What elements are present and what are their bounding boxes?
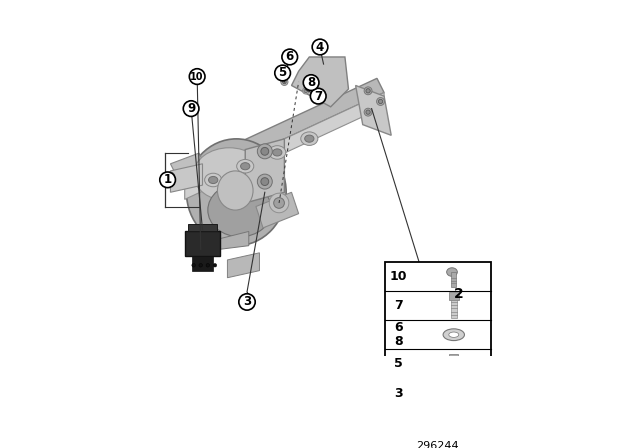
Polygon shape xyxy=(185,93,384,199)
Ellipse shape xyxy=(449,402,459,405)
Circle shape xyxy=(239,294,255,310)
Ellipse shape xyxy=(443,329,465,340)
Ellipse shape xyxy=(205,173,221,187)
Polygon shape xyxy=(394,406,479,438)
Ellipse shape xyxy=(209,177,218,184)
Ellipse shape xyxy=(241,163,250,170)
Ellipse shape xyxy=(304,89,308,93)
Polygon shape xyxy=(170,153,206,178)
Polygon shape xyxy=(394,404,474,405)
Ellipse shape xyxy=(378,99,383,103)
Ellipse shape xyxy=(364,87,372,95)
Ellipse shape xyxy=(301,132,318,146)
Ellipse shape xyxy=(305,135,314,142)
Text: 3: 3 xyxy=(394,387,403,400)
Circle shape xyxy=(310,88,326,104)
Ellipse shape xyxy=(366,110,370,114)
Ellipse shape xyxy=(283,80,286,84)
Text: 10: 10 xyxy=(390,270,407,283)
Text: 5: 5 xyxy=(278,66,287,79)
Polygon shape xyxy=(177,78,384,185)
Polygon shape xyxy=(245,139,284,203)
FancyBboxPatch shape xyxy=(451,361,456,373)
Polygon shape xyxy=(390,410,486,434)
Polygon shape xyxy=(220,232,249,249)
Polygon shape xyxy=(170,164,202,192)
Ellipse shape xyxy=(281,78,288,86)
Ellipse shape xyxy=(193,148,265,201)
Ellipse shape xyxy=(449,385,459,390)
FancyBboxPatch shape xyxy=(448,387,460,405)
Circle shape xyxy=(312,39,328,55)
Polygon shape xyxy=(259,171,277,199)
Ellipse shape xyxy=(273,149,282,156)
Polygon shape xyxy=(185,232,220,256)
Text: 5: 5 xyxy=(394,358,403,370)
Text: 9: 9 xyxy=(187,102,195,115)
Ellipse shape xyxy=(206,263,210,267)
Ellipse shape xyxy=(199,263,202,267)
Polygon shape xyxy=(356,86,391,135)
Ellipse shape xyxy=(413,282,437,306)
Text: 3: 3 xyxy=(243,295,251,308)
Ellipse shape xyxy=(257,144,272,159)
Polygon shape xyxy=(291,57,349,107)
Text: 1: 1 xyxy=(164,173,172,186)
Polygon shape xyxy=(227,253,259,278)
Text: 7: 7 xyxy=(314,90,323,103)
Ellipse shape xyxy=(376,98,385,105)
Circle shape xyxy=(189,69,205,84)
Ellipse shape xyxy=(366,89,370,93)
Text: 6
8: 6 8 xyxy=(394,321,403,348)
Ellipse shape xyxy=(274,198,284,208)
Ellipse shape xyxy=(269,193,289,213)
Ellipse shape xyxy=(237,159,254,173)
Text: 4: 4 xyxy=(316,40,324,53)
Ellipse shape xyxy=(449,332,459,337)
Ellipse shape xyxy=(447,268,458,276)
Circle shape xyxy=(275,65,291,81)
FancyBboxPatch shape xyxy=(449,354,458,361)
Circle shape xyxy=(160,172,175,188)
FancyBboxPatch shape xyxy=(451,300,456,318)
Circle shape xyxy=(282,49,298,65)
FancyBboxPatch shape xyxy=(385,262,491,437)
Ellipse shape xyxy=(218,171,253,210)
Ellipse shape xyxy=(186,139,286,246)
Polygon shape xyxy=(188,224,217,232)
Text: 296244: 296244 xyxy=(417,441,459,448)
Ellipse shape xyxy=(303,88,309,94)
Text: 10: 10 xyxy=(191,72,204,82)
Text: 2: 2 xyxy=(454,287,463,301)
Ellipse shape xyxy=(269,146,286,159)
FancyBboxPatch shape xyxy=(451,272,456,287)
Polygon shape xyxy=(192,256,213,271)
Ellipse shape xyxy=(213,263,217,267)
Text: 7: 7 xyxy=(394,299,403,312)
Ellipse shape xyxy=(166,172,175,184)
Ellipse shape xyxy=(261,147,269,155)
Circle shape xyxy=(183,101,199,116)
Polygon shape xyxy=(256,192,299,228)
Ellipse shape xyxy=(257,174,272,189)
Text: 6: 6 xyxy=(285,51,294,64)
Ellipse shape xyxy=(364,108,372,116)
Ellipse shape xyxy=(261,178,269,185)
Ellipse shape xyxy=(192,263,195,267)
Circle shape xyxy=(303,75,319,90)
Ellipse shape xyxy=(208,183,272,237)
FancyBboxPatch shape xyxy=(449,292,459,300)
Text: 8: 8 xyxy=(307,76,316,89)
